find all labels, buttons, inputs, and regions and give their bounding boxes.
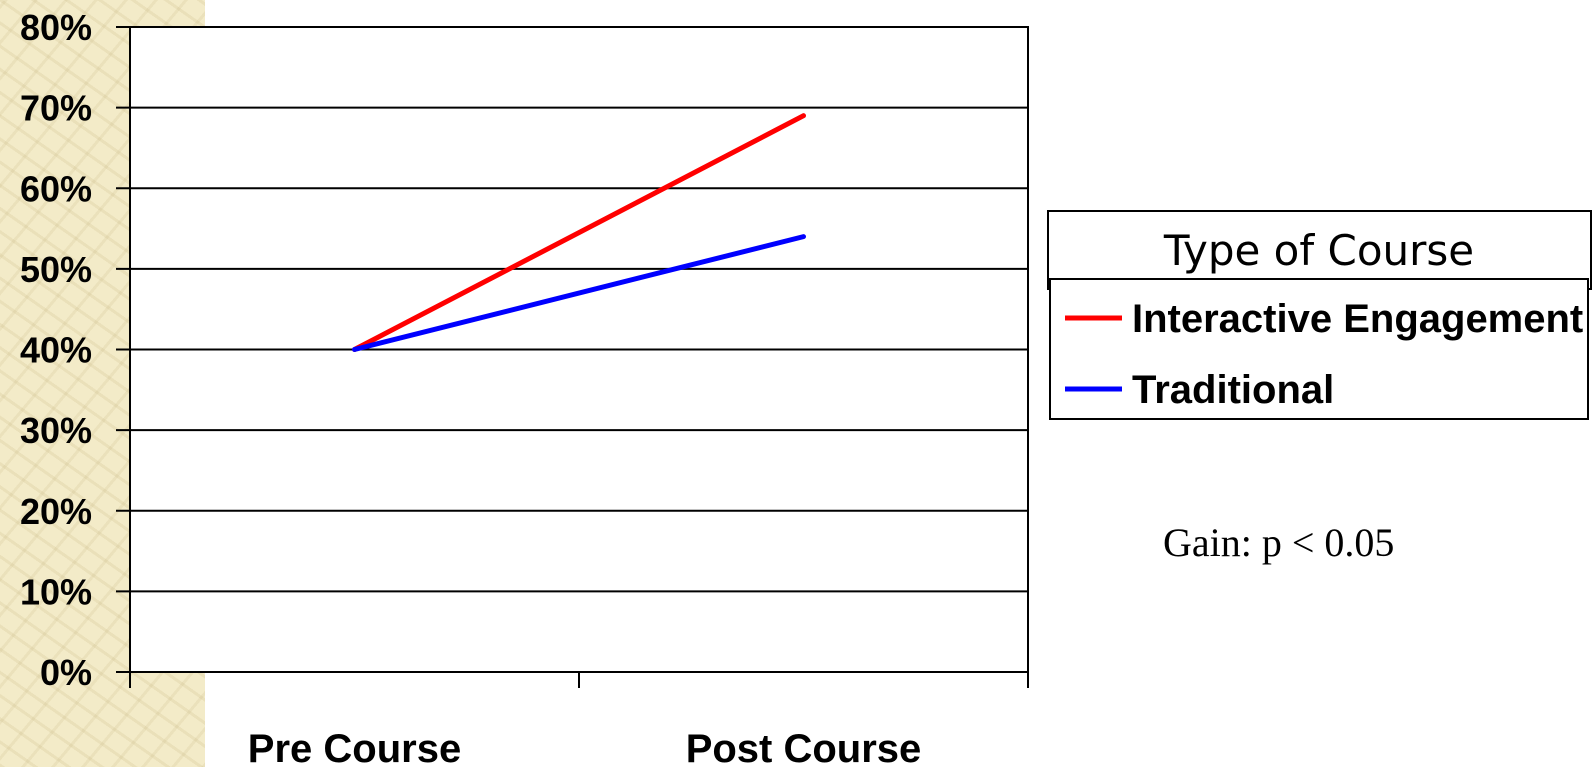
y-tick-label: 0%	[40, 652, 92, 693]
y-tick-label: 40%	[20, 330, 92, 371]
y-tick-label: 20%	[20, 491, 92, 532]
gridlines	[130, 106, 1028, 593]
legend: Type of Course Interactive Engagement Tra…	[1047, 210, 1592, 420]
y-tick-label: 10%	[20, 571, 92, 612]
legend-label: Interactive Engagement	[1132, 297, 1583, 341]
x-category-label: Pre Course	[248, 727, 461, 767]
y-tick-label: 80%	[20, 7, 92, 48]
series-lines	[352, 113, 806, 352]
x-axis-category-labels: Pre Course Post Course	[248, 727, 922, 767]
y-tick-label: 60%	[20, 168, 92, 209]
gain-annotation: Gain: p < 0.05	[1163, 520, 1394, 565]
series-line	[352, 234, 806, 352]
y-tick-label: 50%	[20, 249, 92, 290]
legend-items: Interactive Engagement Traditional	[1065, 297, 1583, 412]
y-tick-label: 70%	[20, 88, 92, 129]
legend-label: Traditional	[1132, 368, 1334, 412]
legend-title: Type of Course	[1163, 226, 1474, 275]
series-line	[352, 113, 806, 352]
y-axis-tick-labels: 0% 10% 20% 30% 40% 50% 60% 70% 80%	[20, 7, 92, 693]
y-axis-ticks	[116, 26, 130, 673]
legend-title-box	[1047, 210, 1592, 290]
legend-entries-box	[1049, 278, 1589, 420]
x-axis	[129, 672, 1029, 688]
x-category-label: Post Course	[686, 727, 922, 767]
y-tick-label: 30%	[20, 410, 92, 451]
